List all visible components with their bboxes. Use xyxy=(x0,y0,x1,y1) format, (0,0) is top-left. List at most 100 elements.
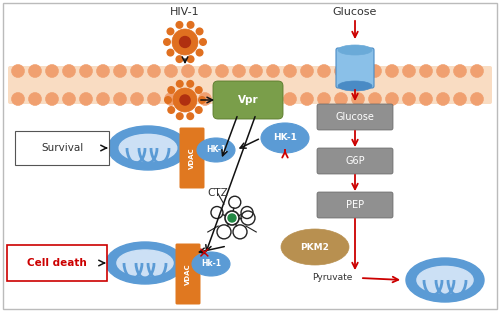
Circle shape xyxy=(470,65,484,77)
FancyBboxPatch shape xyxy=(317,104,393,130)
Circle shape xyxy=(195,86,203,94)
Circle shape xyxy=(318,92,330,105)
Circle shape xyxy=(198,65,211,77)
Text: VDAC: VDAC xyxy=(185,263,191,285)
Circle shape xyxy=(216,65,228,77)
Circle shape xyxy=(186,80,194,88)
Circle shape xyxy=(96,92,110,105)
Circle shape xyxy=(250,92,262,105)
Circle shape xyxy=(186,21,194,29)
Circle shape xyxy=(176,112,184,120)
Ellipse shape xyxy=(338,45,372,55)
Circle shape xyxy=(114,65,126,77)
Circle shape xyxy=(232,65,245,77)
Circle shape xyxy=(148,65,160,77)
Text: Glucose: Glucose xyxy=(336,112,374,122)
Text: Hk-1: Hk-1 xyxy=(201,260,221,269)
Ellipse shape xyxy=(197,138,235,162)
Circle shape xyxy=(96,65,110,77)
Text: HIV-1: HIV-1 xyxy=(170,7,200,17)
FancyBboxPatch shape xyxy=(317,192,393,218)
Text: HK-1: HK-1 xyxy=(206,145,226,154)
Circle shape xyxy=(166,27,174,36)
Ellipse shape xyxy=(261,123,309,153)
Circle shape xyxy=(266,65,280,77)
Circle shape xyxy=(284,92,296,105)
Circle shape xyxy=(62,92,76,105)
Circle shape xyxy=(130,65,143,77)
Text: Glucose: Glucose xyxy=(333,7,377,17)
Text: HK-1: HK-1 xyxy=(273,134,297,143)
Circle shape xyxy=(62,65,76,77)
Circle shape xyxy=(130,92,143,105)
Text: VDAC: VDAC xyxy=(189,147,195,169)
Text: G6P: G6P xyxy=(345,156,365,166)
Circle shape xyxy=(164,96,172,104)
FancyBboxPatch shape xyxy=(180,128,204,188)
Circle shape xyxy=(266,92,280,105)
Text: Survival: Survival xyxy=(41,143,83,153)
Ellipse shape xyxy=(417,266,473,294)
Text: PEP: PEP xyxy=(346,200,364,210)
Circle shape xyxy=(420,65,432,77)
Circle shape xyxy=(148,92,160,105)
Circle shape xyxy=(46,65,59,77)
Circle shape xyxy=(250,65,262,77)
Circle shape xyxy=(167,106,175,114)
Circle shape xyxy=(195,106,203,114)
Text: Vpr: Vpr xyxy=(238,95,258,105)
FancyBboxPatch shape xyxy=(15,131,109,165)
Circle shape xyxy=(173,88,197,112)
Circle shape xyxy=(199,38,207,46)
Circle shape xyxy=(454,65,466,77)
Circle shape xyxy=(172,29,198,55)
Circle shape xyxy=(334,92,347,105)
Circle shape xyxy=(352,65,364,77)
Circle shape xyxy=(176,80,184,88)
Ellipse shape xyxy=(281,229,349,265)
Circle shape xyxy=(368,92,382,105)
Text: CTZ: CTZ xyxy=(208,188,229,198)
Circle shape xyxy=(334,65,347,77)
Circle shape xyxy=(368,65,382,77)
FancyBboxPatch shape xyxy=(8,66,492,104)
Circle shape xyxy=(420,92,432,105)
Circle shape xyxy=(386,65,398,77)
Circle shape xyxy=(180,37,190,47)
Circle shape xyxy=(182,65,194,77)
Circle shape xyxy=(436,92,450,105)
Ellipse shape xyxy=(106,242,184,284)
Ellipse shape xyxy=(338,81,372,91)
Ellipse shape xyxy=(108,126,188,170)
Circle shape xyxy=(28,92,42,105)
Circle shape xyxy=(436,65,450,77)
FancyBboxPatch shape xyxy=(176,243,201,305)
Circle shape xyxy=(80,92,92,105)
Circle shape xyxy=(164,92,177,105)
Circle shape xyxy=(402,92,415,105)
Circle shape xyxy=(284,65,296,77)
FancyBboxPatch shape xyxy=(7,245,107,281)
Circle shape xyxy=(164,65,177,77)
Circle shape xyxy=(318,65,330,77)
Circle shape xyxy=(216,92,228,105)
Circle shape xyxy=(167,86,175,94)
Ellipse shape xyxy=(117,250,173,276)
Circle shape xyxy=(12,65,24,77)
Circle shape xyxy=(228,214,236,222)
FancyBboxPatch shape xyxy=(336,48,374,88)
Circle shape xyxy=(166,49,174,56)
Circle shape xyxy=(198,96,206,104)
Circle shape xyxy=(232,92,245,105)
Text: PKM2: PKM2 xyxy=(300,242,330,251)
Circle shape xyxy=(386,92,398,105)
Text: Pyruvate: Pyruvate xyxy=(312,274,352,282)
Circle shape xyxy=(182,92,194,105)
Ellipse shape xyxy=(119,134,177,162)
Circle shape xyxy=(28,65,42,77)
Circle shape xyxy=(12,92,24,105)
Circle shape xyxy=(80,65,92,77)
Circle shape xyxy=(114,92,126,105)
FancyBboxPatch shape xyxy=(317,148,393,174)
Circle shape xyxy=(300,92,314,105)
